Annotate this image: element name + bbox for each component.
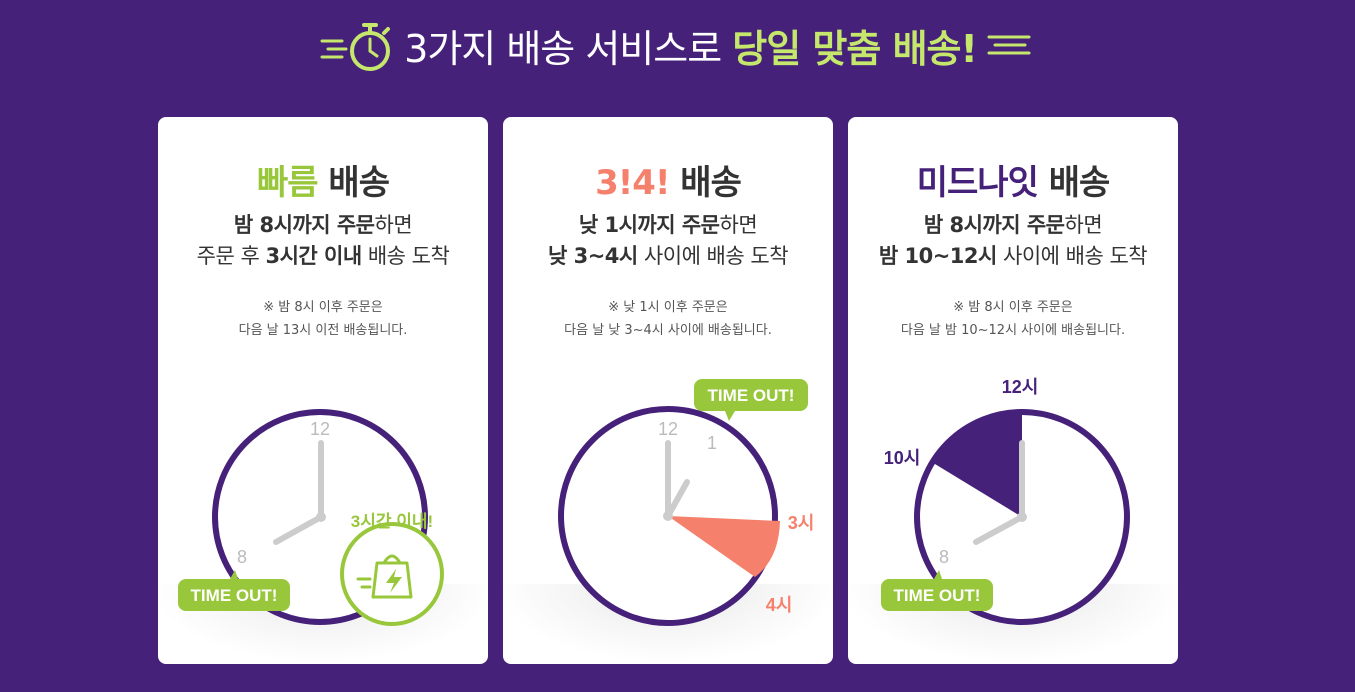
title-highlight: 당일 맞춤 배송! (732, 26, 978, 71)
card-midnight-delivery: 미드나잇 배송 밤 8시까지 주문하면 밤 10~12시 사이에 배송 도착 ※… (848, 117, 1178, 664)
desc-line2-rest: 사이에 배송 도착 (637, 244, 789, 268)
clock-number-8: 8 (939, 547, 949, 567)
time-out-badge: TIME OUT! (881, 570, 993, 611)
delivery-window-sector (668, 516, 780, 577)
label-4pm: 4시 (766, 595, 793, 615)
page-title: 3가지 배송 서비스로 당일 맞춤 배송! (404, 18, 978, 73)
clock-illustration: 8 12시 10시 TIME OUT! (848, 357, 1178, 664)
desc-line1-rest: 하면 (719, 213, 758, 237)
note-line1: ※ 낮 1시 이후 주문은 (608, 300, 728, 315)
stamp-text: 3시간 이내! (351, 512, 433, 531)
card-title: 3!4! 배송 (503, 155, 833, 204)
desc-line2-rest: 배송 도착 (361, 244, 450, 268)
clock-number-12: 12 (658, 419, 678, 439)
note-line2: 다음 날 낮 3~4시 사이에 배송됩니다. (564, 323, 772, 338)
clock-center (316, 512, 326, 522)
title-prefix: 3가지 배송 서비스로 (404, 26, 733, 71)
note-line2: 다음 날 13시 이전 배송됩니다. (238, 323, 408, 338)
time-out-text: TIME OUT! (894, 586, 981, 605)
card-title: 미드나잇 배송 (848, 155, 1178, 204)
time-out-text: TIME OUT! (191, 586, 278, 605)
card-fast-delivery: 빠름 배송 밤 8시까지 주문하면 주문 후 3시간 이내 배송 도착 ※ 밤 … (158, 117, 488, 664)
card-title-rest: 배송 (1037, 163, 1111, 203)
label-3pm: 3시 (788, 513, 815, 533)
card-title-accent: 3!4! (595, 163, 670, 203)
label-10: 10시 (884, 448, 921, 468)
desc-line1-bold: 밤 8시까지 주문 (233, 213, 375, 237)
clock-illustration: 12 8 TIME OUT! 3시간 이내! (158, 357, 488, 664)
clock-minute-hand (665, 479, 690, 519)
card-34-delivery: 3!4! 배송 낮 1시까지 주문하면 낮 3~4시 사이에 배송 도착 ※ 낮… (503, 117, 833, 664)
card-title-rest: 배송 (317, 163, 390, 203)
card-description: 낮 1시까지 주문하면 낮 3~4시 사이에 배송 도착 (503, 210, 833, 272)
card-note: ※ 낮 1시 이후 주문은 다음 날 낮 3~4시 사이에 배송됩니다. (503, 296, 833, 342)
desc-line1-bold: 밤 8시까지 주문 (923, 213, 1065, 237)
time-out-badge: TIME OUT! (694, 379, 808, 421)
clock-center (663, 511, 673, 521)
card-title-accent: 미드나잇 (916, 163, 1039, 203)
time-out-text: TIME OUT! (708, 386, 795, 405)
card-description: 밤 8시까지 주문하면 밤 10~12시 사이에 배송 도착 (848, 210, 1178, 272)
clock-minute-hand (973, 514, 1025, 545)
card-note: ※ 밤 8시 이후 주문은 다음 날 13시 이전 배송됩니다. (158, 296, 488, 342)
note-line1: ※ 밤 8시 이후 주문은 (953, 300, 1073, 315)
page-header: 3가지 배송 서비스로 당일 맞춤 배송! (0, 10, 1355, 80)
card-title: 빠름 배송 (158, 155, 488, 204)
card-description: 밤 8시까지 주문하면 주문 후 3시간 이내 배송 도착 (158, 210, 488, 272)
stopwatch-icon (320, 23, 391, 71)
time-out-badge: TIME OUT! (178, 570, 290, 611)
card-title-rest: 배송 (669, 163, 742, 203)
note-line2: 다음 날 밤 10~12시 사이에 배송됩니다. (900, 323, 1126, 338)
desc-line2-pre: 주문 후 (196, 244, 266, 268)
desc-line2-rest: 사이에 배송 도착 (996, 244, 1148, 268)
clock-illustration: 12 1 3시 4시 TIME OUT! (503, 357, 833, 664)
desc-line2-bold: 3시간 이내 (265, 244, 362, 268)
speed-lines-icon (987, 35, 1031, 55)
label-12: 12시 (1002, 377, 1039, 397)
three-hour-stamp: 3시간 이내! (340, 512, 444, 626)
card-title-accent: 빠름 (257, 163, 319, 203)
note-line1: ※ 밤 8시 이후 주문은 (263, 300, 383, 315)
clock-minute-hand (273, 514, 324, 545)
desc-line1-rest: 하면 (1064, 213, 1103, 237)
desc-line1-bold: 낮 1시까지 주문 (578, 213, 720, 237)
clock-center (1017, 512, 1027, 522)
delivery-window-sector (930, 411, 1022, 517)
clock-number-8: 8 (237, 547, 247, 567)
desc-line1-rest: 하면 (374, 213, 413, 237)
card-note: ※ 밤 8시 이후 주문은 다음 날 밤 10~12시 사이에 배송됩니다. (848, 296, 1178, 342)
clock-number-1: 1 (707, 433, 717, 453)
clock-number-12: 12 (310, 419, 330, 439)
desc-line2-bold: 밤 10~12시 (878, 244, 998, 268)
desc-line2-bold: 낮 3~4시 (547, 244, 638, 268)
